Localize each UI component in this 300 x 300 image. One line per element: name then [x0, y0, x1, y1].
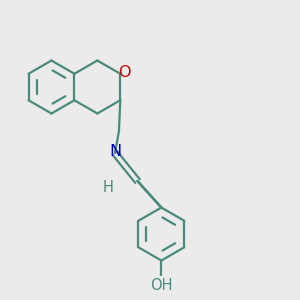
Text: OH: OH: [150, 278, 172, 293]
Text: O: O: [118, 64, 131, 80]
Text: N: N: [109, 144, 121, 159]
Text: H: H: [103, 180, 114, 195]
